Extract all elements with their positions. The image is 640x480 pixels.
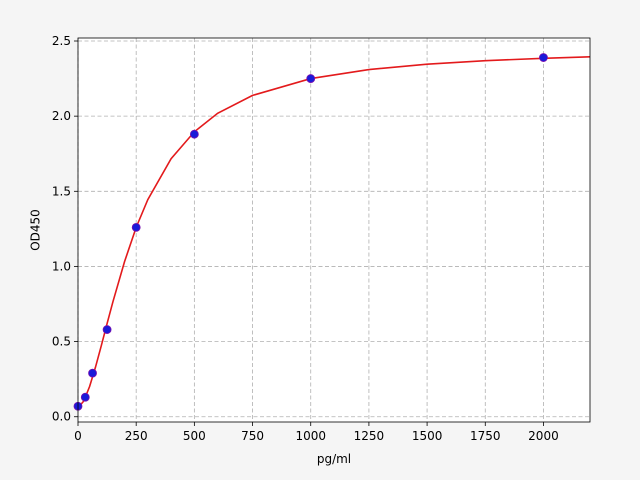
y-tick-label: 0.0 <box>52 410 71 424</box>
plot-area <box>78 38 590 422</box>
plot-frame <box>77 37 591 423</box>
y-tick-label: 2.0 <box>52 109 71 123</box>
fit-curve <box>77 55 591 409</box>
data-point <box>131 222 141 232</box>
y-axis-label: OD450 <box>29 209 43 251</box>
data-point <box>539 53 548 62</box>
x-axis-label: pg/ml <box>317 452 351 466</box>
x-tick-label: 2000 <box>528 429 559 443</box>
data-point <box>88 368 97 378</box>
x-tick-label: 250 <box>125 429 148 443</box>
x-tick-label: 500 <box>183 429 206 443</box>
data-point <box>80 392 90 402</box>
data-point <box>189 129 199 139</box>
y-tick-label: 1.5 <box>52 184 71 198</box>
x-tick-label: 750 <box>241 429 264 443</box>
data-point <box>306 74 316 83</box>
data-point <box>102 325 112 334</box>
y-tick-label: 1.0 <box>52 259 71 273</box>
y-tick-label: 2.5 <box>52 34 71 48</box>
x-tick-label: 1250 <box>354 429 385 443</box>
y-tick-label: 0.5 <box>52 335 71 349</box>
x-tick-label: 0 <box>74 429 82 443</box>
x-tick-label: 1000 <box>295 429 326 443</box>
x-tick-label: 1750 <box>470 429 501 443</box>
x-tick-label: 1500 <box>412 429 443 443</box>
